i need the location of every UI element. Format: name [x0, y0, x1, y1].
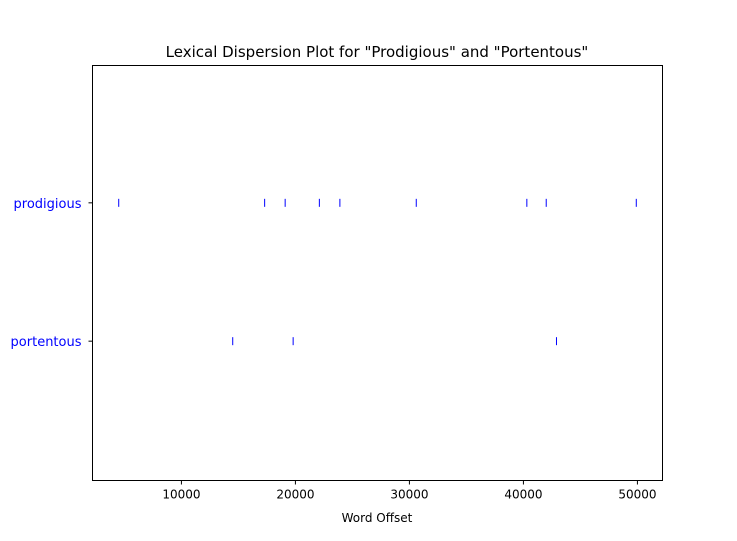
y-axis: prodigious portentous — [11, 197, 93, 350]
x-axis-label: Word Offset — [342, 511, 413, 525]
y-category-label: prodigious — [14, 197, 82, 212]
y-category-label: portentous — [11, 335, 82, 350]
x-tick-label: 20000 — [276, 488, 314, 502]
x-tick-label: 10000 — [162, 488, 200, 502]
data-marks — [118, 198, 637, 346]
plot-area — [92, 65, 663, 481]
x-tick-label: 40000 — [504, 488, 542, 502]
x-axis: 10000 20000 30000 40000 50000 — [162, 480, 657, 502]
x-tick-label: 50000 — [618, 488, 656, 502]
x-tick-label: 30000 — [390, 488, 428, 502]
chart-title: Lexical Dispersion Plot for "Prodigious"… — [166, 43, 589, 61]
